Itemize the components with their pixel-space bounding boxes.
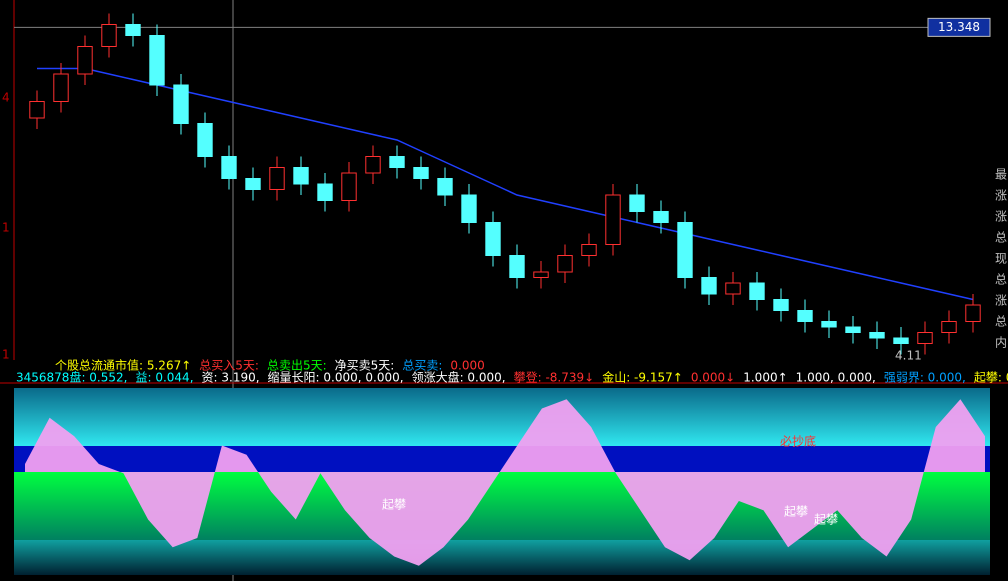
ma-line bbox=[37, 67, 974, 301]
candle-body bbox=[413, 167, 429, 179]
candle-body bbox=[869, 332, 885, 339]
candle-body bbox=[557, 255, 573, 273]
y-axis-label: 1 bbox=[2, 348, 10, 362]
candle-body bbox=[533, 271, 549, 278]
candle-body bbox=[101, 24, 117, 47]
header-item: 总卖出5天: bbox=[267, 359, 327, 373]
sidebar-label: 涨 bbox=[995, 293, 1007, 308]
candle-body bbox=[173, 84, 189, 124]
candle-body bbox=[341, 172, 357, 201]
y-axis-label: 4 bbox=[2, 91, 10, 105]
candle-body bbox=[293, 167, 309, 185]
candle-body bbox=[245, 178, 261, 190]
candle-body bbox=[437, 178, 453, 196]
sidebar-label: 现 bbox=[995, 252, 1007, 266]
candle-body bbox=[509, 255, 525, 278]
candle-body bbox=[941, 321, 957, 333]
header-item: 缩量长阳: 0.000, 0.000, bbox=[268, 370, 404, 385]
candle-body bbox=[917, 332, 933, 344]
candle-body bbox=[29, 101, 45, 119]
candle-body bbox=[653, 211, 669, 223]
candle-body bbox=[389, 156, 405, 168]
candle-body bbox=[581, 244, 597, 256]
header-item: 益: 0.044, bbox=[135, 371, 193, 385]
candle-body bbox=[269, 167, 285, 190]
sidebar-label: 最 bbox=[995, 168, 1007, 182]
sidebar-label: 总 bbox=[995, 273, 1007, 287]
header-item: 起攀: 0 bbox=[974, 371, 1008, 385]
annotation: 必抄底 bbox=[780, 434, 816, 449]
header-item: 1.000, 0.000, bbox=[796, 371, 876, 385]
candle-body bbox=[605, 194, 621, 245]
candle-body bbox=[197, 123, 213, 157]
sidebar-label: 涨 bbox=[995, 188, 1007, 203]
header-item: 资: 3.190, bbox=[202, 371, 260, 385]
y-axis-label: 1 bbox=[2, 221, 10, 235]
candle-body bbox=[749, 282, 765, 300]
indicator-area bbox=[25, 399, 985, 566]
candle-body bbox=[893, 337, 909, 344]
header-item: 1.000↑ bbox=[743, 371, 787, 385]
candle-body bbox=[125, 24, 141, 36]
candle-body bbox=[821, 321, 837, 328]
band bbox=[14, 540, 990, 575]
candle-body bbox=[797, 310, 813, 322]
candle-body bbox=[629, 194, 645, 212]
header-item: 0.000 bbox=[450, 359, 484, 373]
sidebar-label: 总 bbox=[995, 231, 1007, 245]
candle-body bbox=[77, 46, 93, 75]
candle-body bbox=[677, 222, 693, 278]
candle-body bbox=[317, 183, 333, 201]
annotation: 起攀 bbox=[382, 498, 406, 512]
candle-body bbox=[485, 222, 501, 256]
header-item: 总买卖: bbox=[402, 359, 442, 373]
header-item: 总买入5天: bbox=[199, 359, 259, 373]
low-label: 4.11 bbox=[895, 349, 922, 363]
header-item: 0.000↓ bbox=[691, 371, 735, 385]
header-item: 强弱界: 0.000, bbox=[884, 371, 966, 385]
header-item: 攀登: -8.739↓ bbox=[514, 370, 595, 385]
header-item: 净买卖5天: bbox=[335, 359, 395, 373]
candle-body bbox=[365, 156, 381, 174]
band bbox=[14, 446, 990, 472]
annotation: 起攀 bbox=[814, 513, 838, 527]
candle-body bbox=[845, 326, 861, 333]
candle-body bbox=[461, 194, 477, 223]
candle-body bbox=[773, 299, 789, 311]
band bbox=[14, 388, 990, 446]
candle-body bbox=[701, 277, 717, 295]
header-item: 3456878盘: 0.552, bbox=[16, 370, 127, 385]
sidebar-label: 内 bbox=[995, 336, 1007, 350]
sidebar-label: 总 bbox=[995, 315, 1007, 329]
sidebar-label: 涨 bbox=[995, 209, 1007, 224]
header-item: 个股总流通市值: 5.267↑ bbox=[55, 358, 191, 373]
header-item: 领涨大盘: 0.000, bbox=[412, 370, 506, 385]
candle-body bbox=[149, 35, 165, 86]
price-label: 13.348 bbox=[938, 20, 980, 34]
candle-body bbox=[725, 282, 741, 295]
candle-body bbox=[53, 73, 69, 102]
annotation: 起攀 bbox=[784, 505, 808, 519]
price-box bbox=[927, 17, 991, 37]
candle-body bbox=[965, 304, 981, 322]
header-item: 金山: -9.157↑ bbox=[602, 370, 683, 385]
candle-body bbox=[221, 156, 237, 179]
